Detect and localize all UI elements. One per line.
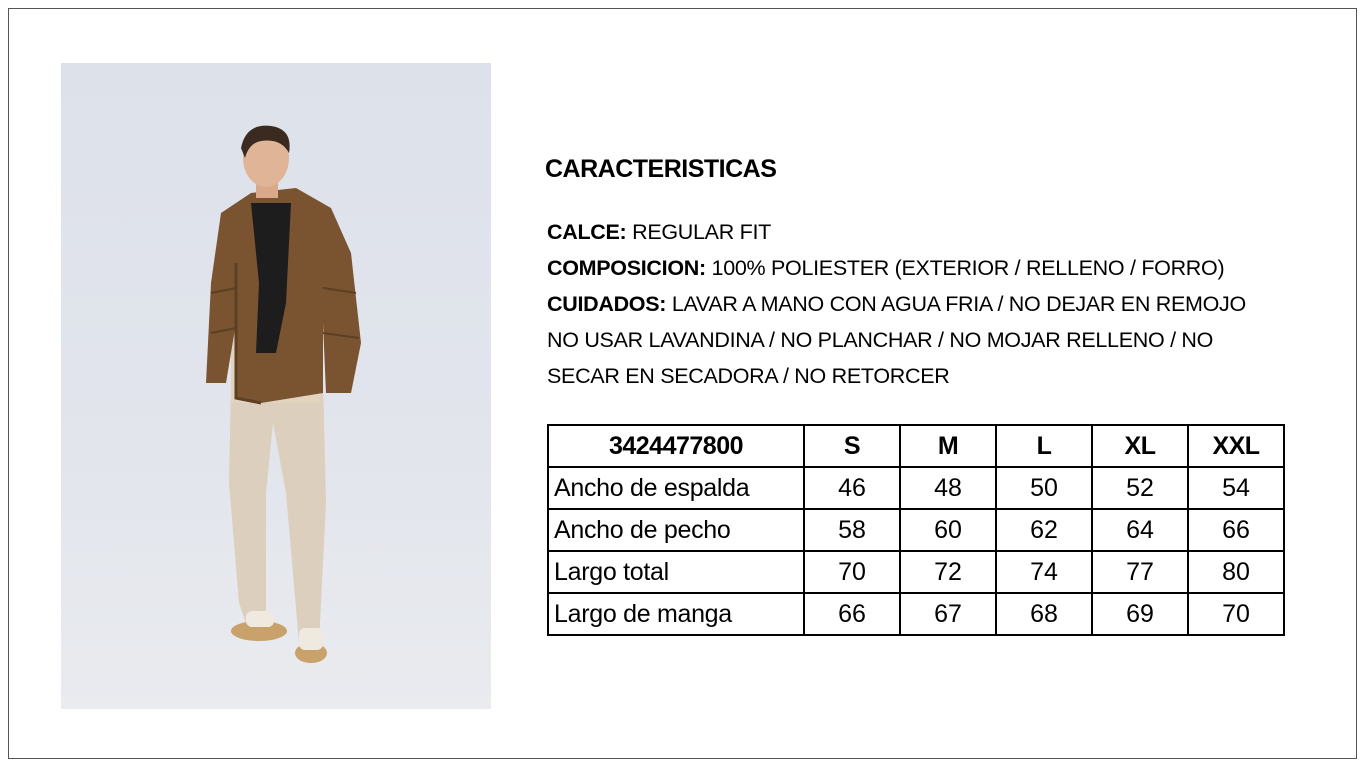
size-header: M [899,424,997,468]
table-row: Largo de manga 66 67 68 69 70 [547,592,1285,636]
row-label: Largo total [547,550,805,594]
spec-value: REGULAR FIT [626,220,771,244]
table-cell: 52 [1091,466,1189,510]
section-title: CARACTERISTICAS [545,155,777,183]
table-cell: 68 [995,592,1093,636]
table-cell: 70 [803,550,901,594]
row-label: Ancho de pecho [547,508,805,552]
spec-value: LAVAR A MANO CON AGUA FRIA / NO DEJAR EN… [666,292,1246,316]
spec-value: 100% POLIESTER (EXTERIOR / RELLENO / FOR… [705,256,1225,280]
model-figure [206,125,361,663]
size-table: 3424477800 S M L XL XXL Ancho de espalda… [547,424,1285,636]
size-header: XXL [1187,424,1285,468]
slide-frame [8,8,1357,759]
table-cell: 70 [1187,592,1285,636]
product-code: 3424477800 [547,424,805,468]
table-cell: 64 [1091,508,1189,552]
spec-label: CALCE: [547,220,627,244]
spec-label: COMPOSICION: [547,256,706,280]
table-cell: 66 [1187,508,1285,552]
spec-care: CUIDADOS: LAVAR A MANO CON AGUA FRIA / N… [547,286,1246,322]
spec-composition: COMPOSICION: 100% POLIESTER (EXTERIOR / … [547,250,1246,286]
size-header: XL [1091,424,1189,468]
table-row: Largo total 70 72 74 77 80 [547,550,1285,594]
size-table-header: 3424477800 S M L XL XXL [547,424,1285,468]
spec-fit: CALCE: REGULAR FIT [547,214,1246,250]
care-line: NO USAR LAVANDINA / NO PLANCHAR / NO MOJ… [547,328,1214,352]
table-cell: 66 [803,592,901,636]
table-cell: 80 [1187,550,1285,594]
spec-label: CUIDADOS: [547,292,667,316]
table-cell: 77 [1091,550,1189,594]
table-cell: 69 [1091,592,1189,636]
row-label: Largo de manga [547,592,805,636]
specs-block: CALCE: REGULAR FIT COMPOSICION: 100% POL… [547,214,1246,394]
table-cell: 54 [1187,466,1285,510]
table-cell: 74 [995,550,1093,594]
table-cell: 58 [803,508,901,552]
table-cell: 67 [899,592,997,636]
size-header: S [803,424,901,468]
table-row: Ancho de espalda 46 48 50 52 54 [547,466,1285,510]
table-cell: 60 [899,508,997,552]
table-cell: 48 [899,466,997,510]
table-row: Ancho de pecho 58 60 62 64 66 [547,508,1285,552]
row-label: Ancho de espalda [547,466,805,510]
table-cell: 72 [899,550,997,594]
care-line: SECAR EN SECADORA / NO RETORCER [547,364,950,388]
table-cell: 46 [803,466,901,510]
table-cell: 62 [995,508,1093,552]
table-cell: 50 [995,466,1093,510]
product-photo [61,63,491,709]
size-header: L [995,424,1093,468]
